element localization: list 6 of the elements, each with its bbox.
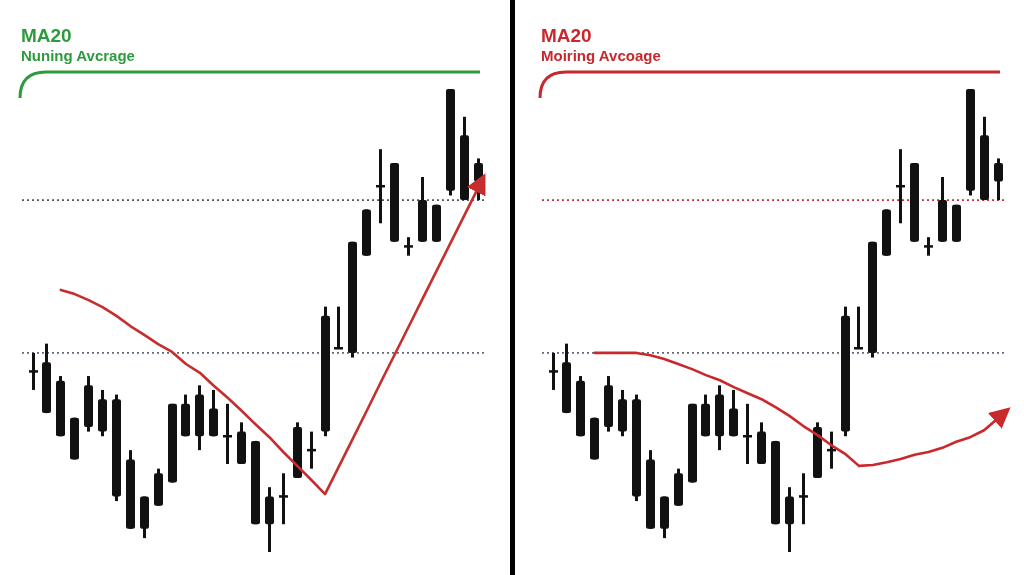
chart-title: MA20: [541, 25, 592, 46]
candlestick: [334, 306, 343, 350]
candlestick: [854, 306, 863, 350]
chart-subtitle: Nuning Avcrage: [21, 47, 135, 64]
chart-title: MA20: [21, 25, 72, 46]
chart-subtitle: Moiring Avcoage: [541, 47, 661, 64]
